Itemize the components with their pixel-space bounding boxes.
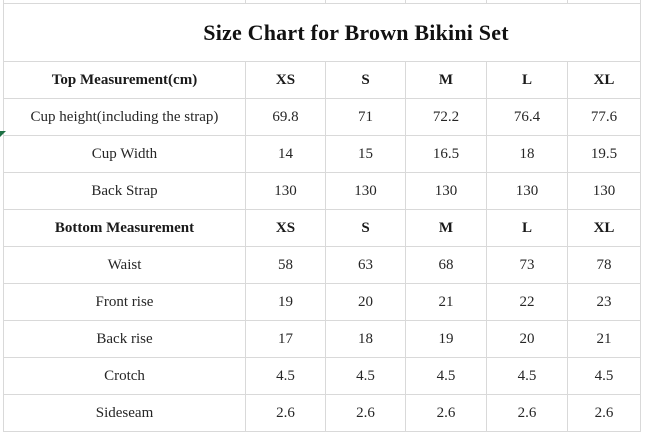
table-row-cup-width: Cup Width 14 15 16.5 18 19.5 (4, 136, 641, 173)
table-row-crotch: Crotch 4.5 4.5 4.5 4.5 4.5 (4, 358, 641, 395)
table-cell: 4.5 (568, 358, 641, 395)
table-cell: 58 (246, 247, 326, 284)
size-header-l: L (487, 62, 568, 99)
table-cell: 2.6 (326, 395, 406, 432)
table-cell: 72.2 (406, 99, 487, 136)
row-label: Front rise (4, 284, 246, 321)
table-cell: 19.5 (568, 136, 641, 173)
table-cell: 2.6 (568, 395, 641, 432)
table-cell: 18 (326, 321, 406, 358)
size-header-s: S (326, 62, 406, 99)
table-cell: 15 (326, 136, 406, 173)
table-cell: 4.5 (326, 358, 406, 395)
row-label: Top Measurement(cm) (4, 62, 246, 99)
table-cell: 73 (487, 247, 568, 284)
table-cell: 20 (487, 321, 568, 358)
row-label: Cup Width (4, 136, 246, 173)
table-row-cup-height: Cup height(including the strap) 69.8 71 … (4, 99, 641, 136)
size-header-s: S (326, 210, 406, 247)
table-cell: 76.4 (487, 99, 568, 136)
row-label: Crotch (4, 358, 246, 395)
table-row-bottom-measurement: Bottom Measurement XS S M L XL (4, 210, 641, 247)
table-cell: 16.5 (406, 136, 487, 173)
table-cell: 130 (406, 173, 487, 210)
table-cell: 4.5 (406, 358, 487, 395)
table-cell: 71 (326, 99, 406, 136)
table-cell: 63 (326, 247, 406, 284)
table-row-top-measurement: Top Measurement(cm) XS S M L XL (4, 62, 641, 99)
size-header-l: L (487, 210, 568, 247)
table-row-front-rise: Front rise 19 20 21 22 23 (4, 284, 641, 321)
row-label: Cup height(including the strap) (4, 99, 246, 136)
row-label: Bottom Measurement (4, 210, 246, 247)
table-cell: 21 (568, 321, 641, 358)
row-label: Waist (4, 247, 246, 284)
table-cell: 130 (568, 173, 641, 210)
top-row-sliver (4, 0, 641, 4)
table-cell: 130 (246, 173, 326, 210)
size-header-xl: XL (568, 62, 641, 99)
row-label: Back rise (4, 321, 246, 358)
table-cell: 18 (487, 136, 568, 173)
table-row-back-strap: Back Strap 130 130 130 130 130 (4, 173, 641, 210)
table-cell: 22 (487, 284, 568, 321)
table-cell: 69.8 (246, 99, 326, 136)
table-cell: 130 (487, 173, 568, 210)
size-header-xl: XL (568, 210, 641, 247)
table-row-waist: Waist 58 63 68 73 78 (4, 247, 641, 284)
table-cell: 4.5 (487, 358, 568, 395)
size-header-xs: XS (246, 62, 326, 99)
table-cell: 21 (406, 284, 487, 321)
size-header-m: M (406, 210, 487, 247)
table-cell: 77.6 (568, 99, 641, 136)
table-cell: 23 (568, 284, 641, 321)
size-header-xs: XS (246, 210, 326, 247)
table-cell: 4.5 (246, 358, 326, 395)
table-row-back-rise: Back rise 17 18 19 20 21 (4, 321, 641, 358)
row-label: Back Strap (4, 173, 246, 210)
table-cell: 19 (406, 321, 487, 358)
cell-comment-marker-icon (0, 131, 6, 137)
table-cell: 68 (406, 247, 487, 284)
size-chart-table: Size Chart for Brown Bikini Set Top Meas… (3, 0, 641, 432)
title-row: Size Chart for Brown Bikini Set (4, 4, 641, 62)
table-cell: 2.6 (406, 395, 487, 432)
size-header-m: M (406, 62, 487, 99)
table-cell: 14 (246, 136, 326, 173)
page-title: Size Chart for Brown Bikini Set (203, 19, 509, 45)
table-cell: 2.6 (487, 395, 568, 432)
table-row-sideseam: Sideseam 2.6 2.6 2.6 2.6 2.6 (4, 395, 641, 432)
table-cell: 2.6 (246, 395, 326, 432)
row-label: Sideseam (4, 395, 246, 432)
table-cell: 19 (246, 284, 326, 321)
table-cell: 130 (326, 173, 406, 210)
table-cell: 78 (568, 247, 641, 284)
table-cell: 20 (326, 284, 406, 321)
table-cell: 17 (246, 321, 326, 358)
